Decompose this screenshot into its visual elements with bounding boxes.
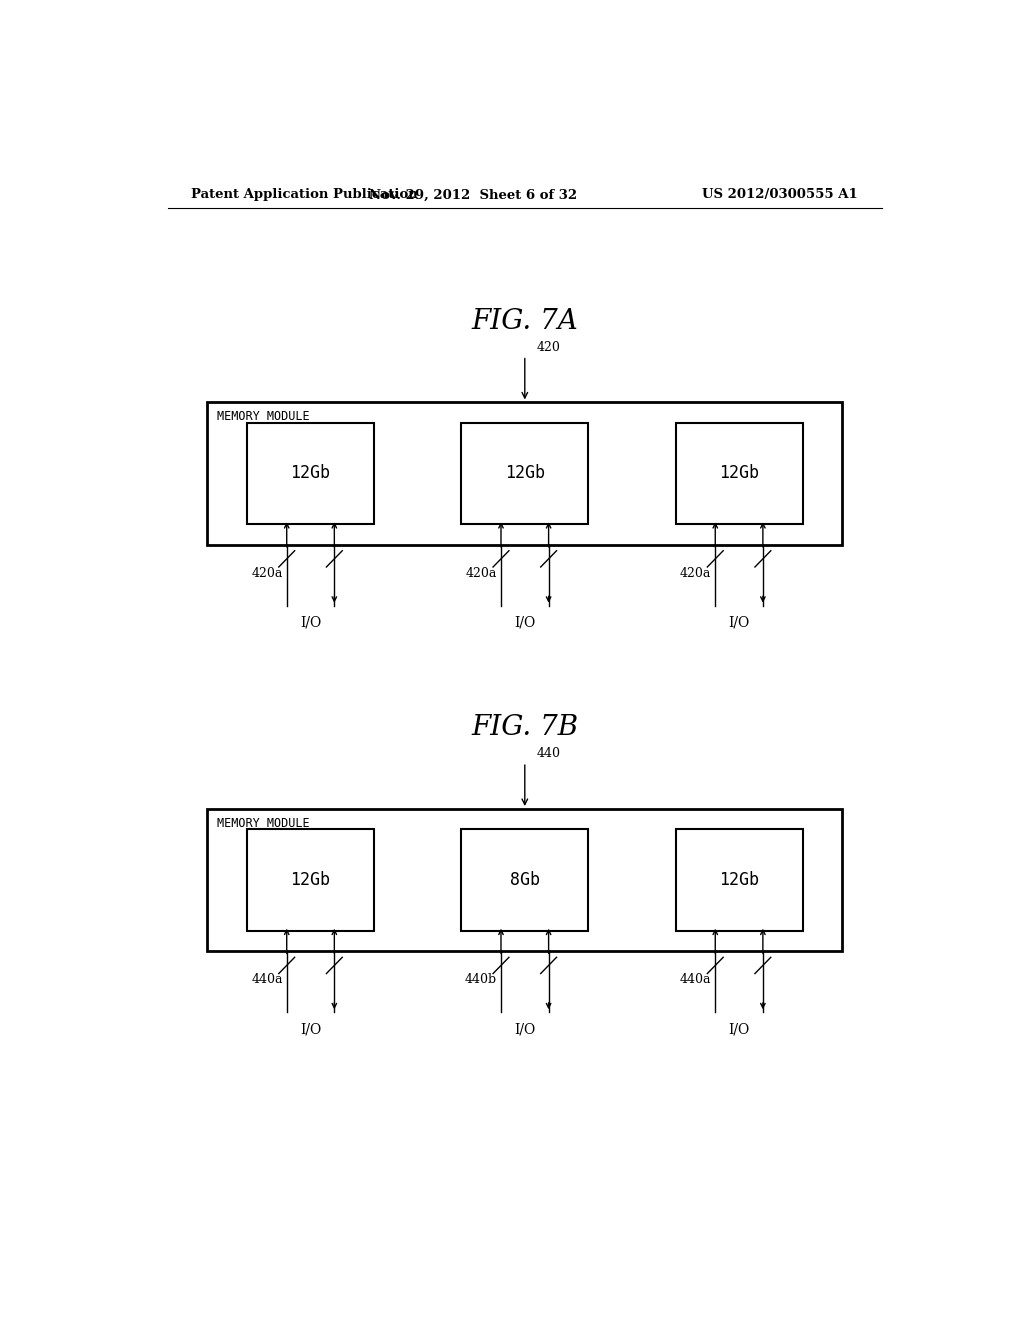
Text: 440b: 440b xyxy=(465,973,497,986)
Text: 12Gb: 12Gb xyxy=(719,871,759,890)
Bar xyxy=(247,422,374,524)
Text: I/O: I/O xyxy=(300,615,322,630)
Text: Patent Application Publication: Patent Application Publication xyxy=(191,189,418,202)
Text: 420a: 420a xyxy=(680,566,712,579)
Bar xyxy=(207,403,843,545)
Text: 12Gb: 12Gb xyxy=(291,465,331,483)
Text: 420: 420 xyxy=(537,341,560,354)
Text: 12Gb: 12Gb xyxy=(505,465,545,483)
Text: US 2012/0300555 A1: US 2012/0300555 A1 xyxy=(702,189,858,202)
Bar xyxy=(207,809,843,952)
Text: MEMORY MODULE: MEMORY MODULE xyxy=(217,411,309,424)
Text: 440: 440 xyxy=(537,747,561,760)
Bar xyxy=(676,829,803,931)
Text: 420a: 420a xyxy=(466,566,497,579)
Bar xyxy=(676,422,803,524)
Text: 440a: 440a xyxy=(251,973,283,986)
Text: I/O: I/O xyxy=(514,1022,536,1036)
Text: I/O: I/O xyxy=(514,615,536,630)
Text: I/O: I/O xyxy=(728,615,750,630)
Text: 12Gb: 12Gb xyxy=(291,871,331,890)
Text: I/O: I/O xyxy=(728,1022,750,1036)
Text: 12Gb: 12Gb xyxy=(719,465,759,483)
Bar xyxy=(247,829,374,931)
Text: I/O: I/O xyxy=(300,1022,322,1036)
Bar xyxy=(461,422,588,524)
Text: FIG. 7B: FIG. 7B xyxy=(471,714,579,741)
Text: FIG. 7A: FIG. 7A xyxy=(471,308,579,334)
Text: Nov. 29, 2012  Sheet 6 of 32: Nov. 29, 2012 Sheet 6 of 32 xyxy=(370,189,578,202)
Bar xyxy=(461,829,588,931)
Text: 440a: 440a xyxy=(680,973,712,986)
Text: 8Gb: 8Gb xyxy=(510,871,540,890)
Text: 420a: 420a xyxy=(251,566,283,579)
Text: MEMORY MODULE: MEMORY MODULE xyxy=(217,817,309,830)
